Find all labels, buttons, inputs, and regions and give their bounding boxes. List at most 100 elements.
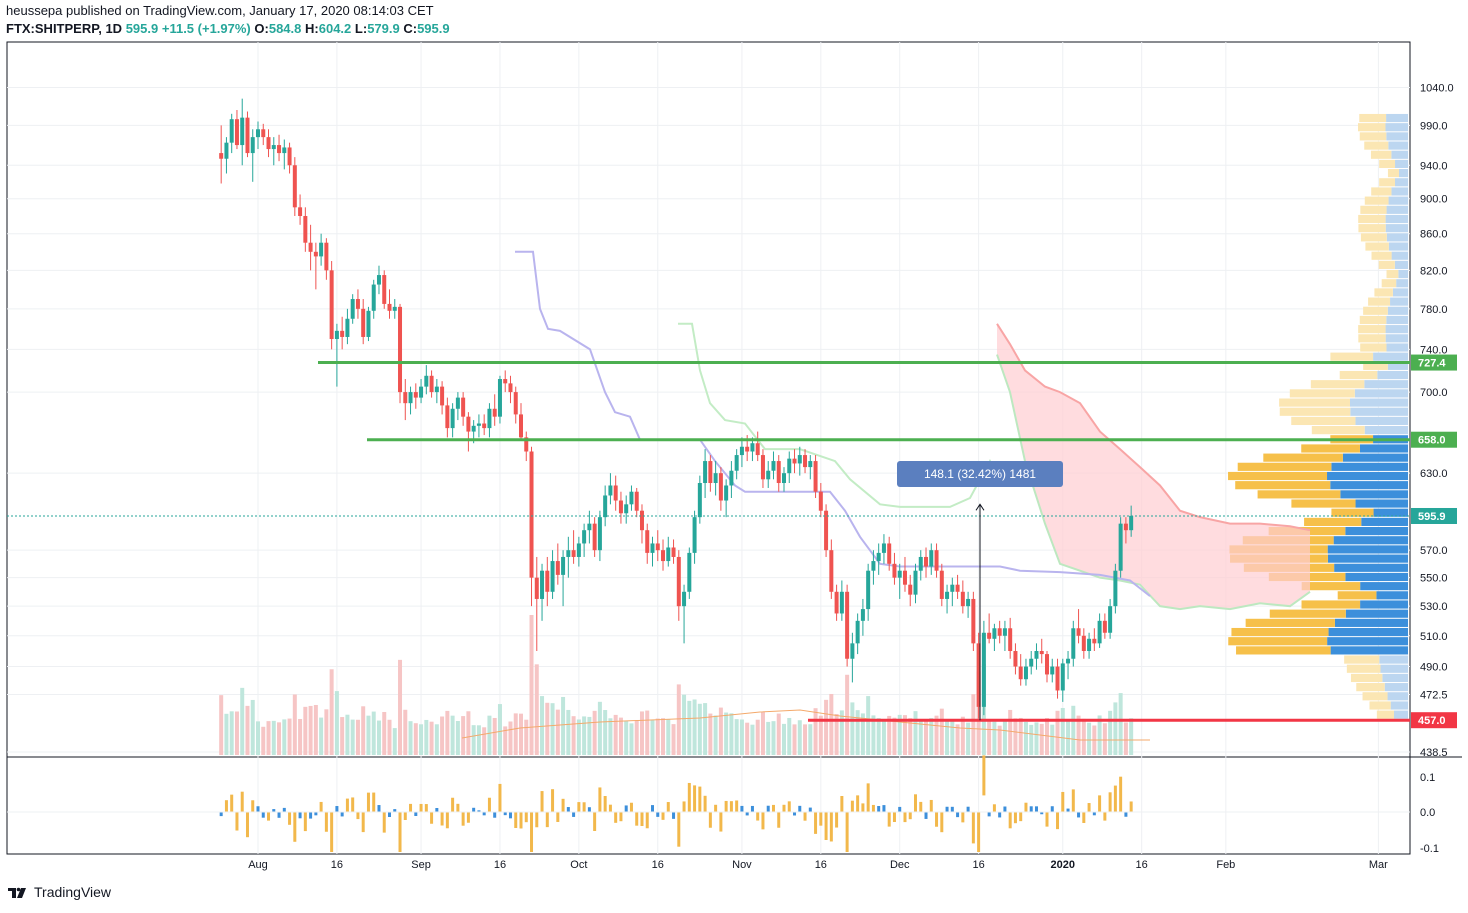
candle-body <box>876 552 881 562</box>
vp-row-blue <box>1333 536 1408 545</box>
oscillator-bar <box>366 792 370 812</box>
oscillator-bar <box>940 812 944 833</box>
volume-bar <box>787 717 792 755</box>
volume-bar <box>808 724 813 755</box>
candle-body <box>461 397 466 417</box>
volume-bar <box>392 728 397 755</box>
price-tick-label: 990.0 <box>1420 120 1448 132</box>
price-tick-label: 900.0 <box>1420 194 1448 206</box>
close-value: 595.9 <box>417 21 450 36</box>
vp-row-yellow <box>1379 178 1396 187</box>
oscillator-bar <box>477 810 481 812</box>
candle-body <box>824 510 829 551</box>
time-tick-label: Mar <box>1369 859 1388 871</box>
vp-row-yellow <box>1301 444 1360 453</box>
candle-body <box>745 446 750 452</box>
volume-bar <box>1102 723 1107 755</box>
candle-body <box>224 142 229 159</box>
volume-bar <box>387 719 392 755</box>
oscillator-bar <box>303 812 307 832</box>
oscillator-bar <box>861 803 865 812</box>
oscillator-bar <box>240 791 244 812</box>
vp-row-blue <box>1355 416 1408 426</box>
candle-body <box>803 455 808 468</box>
vp-row-yellow <box>1358 334 1386 343</box>
candle-body <box>555 561 560 575</box>
candle-body <box>292 165 297 208</box>
candle-body <box>508 383 513 393</box>
oscillator-bar <box>661 812 665 820</box>
candle-body <box>1060 663 1065 691</box>
volume-bar <box>376 720 381 755</box>
volume-bar <box>576 719 581 755</box>
volume-bar <box>403 709 408 755</box>
candle-body <box>366 310 371 337</box>
volume-bar <box>424 719 429 755</box>
volume-bar <box>603 710 608 755</box>
vp-row-yellow <box>1363 306 1388 315</box>
oscillator-bar <box>840 796 844 812</box>
oscillator-bar <box>245 812 249 838</box>
oscillator-bar <box>977 812 981 852</box>
oscillator-tick-label: 0.1 <box>1420 772 1435 784</box>
volume-bar <box>461 716 466 755</box>
candle-body <box>902 570 907 585</box>
candle-body <box>229 119 234 143</box>
volume-bar <box>1071 705 1076 755</box>
volume-bar <box>1034 722 1039 755</box>
tradingview-brand[interactable]: TradingView <box>8 884 111 900</box>
vp-row-blue <box>1327 637 1408 646</box>
volume-bar <box>476 725 481 755</box>
oscillator-bar <box>945 806 949 812</box>
level-tag-label: 457.0 <box>1418 715 1446 727</box>
oscillator-bar <box>782 804 786 812</box>
vp-row-blue <box>1387 306 1408 315</box>
vp-row-blue <box>1396 279 1408 288</box>
oscillator-bar <box>1024 802 1028 812</box>
oscillator-bar <box>540 791 544 812</box>
vp-row-yellow <box>1358 325 1386 334</box>
volume-bar <box>655 718 660 755</box>
oscillator-bar <box>551 789 555 812</box>
oscillator-bar <box>487 797 491 812</box>
volume-bar <box>298 718 303 755</box>
candle-body <box>482 423 487 429</box>
candle-body <box>818 491 823 511</box>
candle-body <box>639 510 644 531</box>
volume-bar <box>618 717 623 755</box>
candle-body <box>687 552 692 592</box>
oscillator-bar <box>272 809 276 812</box>
volume-bar <box>824 699 829 755</box>
candle-body <box>1071 628 1076 659</box>
volume-bar <box>729 713 734 755</box>
vp-row-yellow <box>1381 279 1397 288</box>
oscillator-bar <box>687 782 691 812</box>
volume-bar <box>608 718 613 755</box>
vp-row-yellow <box>1360 205 1387 214</box>
candle-body <box>676 556 681 607</box>
volume-bar <box>519 713 523 755</box>
measure-label: 148.1 (32.42%) 1481 <box>924 467 1036 481</box>
oscillator-bar <box>330 812 334 852</box>
oscillator-bar <box>1056 812 1060 830</box>
volume-bar <box>224 713 229 755</box>
volume-bar <box>1076 715 1081 755</box>
vp-row-yellow <box>1358 224 1386 233</box>
high-label: H: <box>305 21 319 36</box>
candle-body <box>256 129 260 138</box>
volume-bar <box>503 726 508 755</box>
oscillator-bar <box>267 812 271 821</box>
candle-body <box>277 145 282 154</box>
candle-body <box>587 523 592 531</box>
candle-body <box>708 461 713 484</box>
vp-row-blue <box>1345 572 1408 582</box>
candle-body <box>382 275 387 304</box>
candle-body <box>1018 666 1023 680</box>
vp-row-blue <box>1345 526 1408 536</box>
oscillator-bar <box>403 812 407 820</box>
close-label: C: <box>403 21 418 36</box>
volume-bar <box>540 696 545 755</box>
vp-row-yellow <box>1344 655 1380 664</box>
oscillator-bar <box>766 805 770 812</box>
